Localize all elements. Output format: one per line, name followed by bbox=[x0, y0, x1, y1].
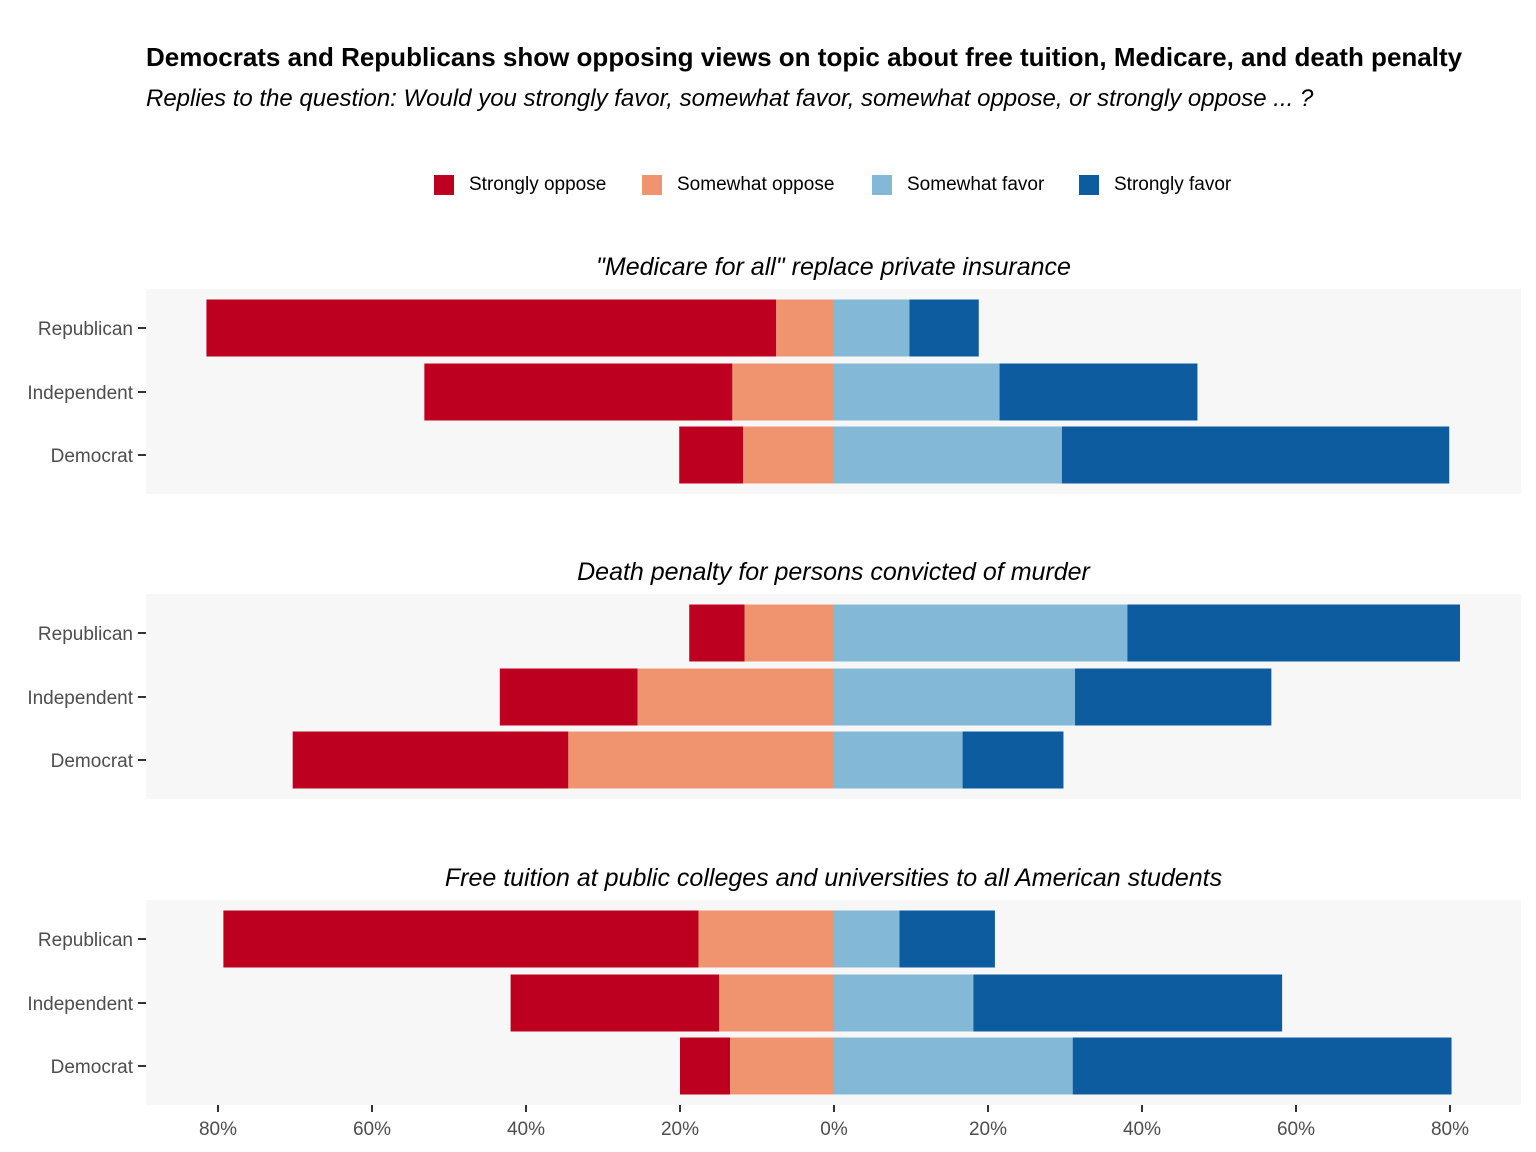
y-axis-label: Independent bbox=[27, 383, 133, 404]
bar-somewhat-favor bbox=[834, 1037, 1073, 1095]
chart-subtitle: Replies to the question: Would you stron… bbox=[146, 85, 1314, 112]
bar-somewhat-oppose bbox=[776, 299, 834, 357]
legend-label-strongly-oppose: Strongly oppose bbox=[469, 174, 607, 195]
bar-somewhat-favor bbox=[834, 604, 1128, 662]
y-axis-label: Democrat bbox=[51, 751, 134, 772]
y-axis-label: Republican bbox=[38, 319, 133, 340]
bar-somewhat-oppose bbox=[732, 363, 834, 421]
legend-swatch-somewhat-favor bbox=[871, 174, 893, 196]
bar-somewhat-favor bbox=[834, 731, 963, 789]
legend-item-somewhat-oppose: Somewhat oppose bbox=[641, 172, 834, 198]
legend-swatch-somewhat-oppose bbox=[641, 174, 663, 196]
x-axis-tick-label: 60% bbox=[353, 1119, 391, 1140]
x-axis-tick-label: 40% bbox=[1123, 1119, 1161, 1140]
legend-label-strongly-favor: Strongly favor bbox=[1114, 174, 1232, 195]
bar-strongly-oppose bbox=[223, 910, 699, 968]
bar-strongly-oppose bbox=[680, 1037, 731, 1095]
x-axis-tick-label: 60% bbox=[1277, 1119, 1315, 1140]
y-axis-label: Democrat bbox=[51, 1057, 134, 1078]
legend-item-somewhat-favor: Somewhat favor bbox=[871, 172, 1044, 198]
bar-strongly-favor bbox=[962, 731, 1064, 789]
y-axis-label: Republican bbox=[38, 930, 133, 951]
panel-title: "Medicare for all" replace private insur… bbox=[596, 253, 1071, 281]
bar-strongly-favor bbox=[999, 363, 1198, 421]
bar-strongly-favor bbox=[1075, 668, 1272, 726]
legend-swatch-strongly-favor bbox=[1078, 174, 1100, 196]
bar-strongly-favor bbox=[1061, 426, 1450, 484]
bar-strongly-oppose bbox=[206, 299, 777, 357]
bar-strongly-oppose bbox=[424, 363, 733, 421]
bar-somewhat-oppose bbox=[743, 426, 834, 484]
x-axis-tick-label: 80% bbox=[199, 1119, 237, 1140]
bar-strongly-oppose bbox=[499, 668, 638, 726]
bar-strongly-favor bbox=[1072, 1037, 1452, 1095]
bar-somewhat-oppose bbox=[744, 604, 834, 662]
legend: Strongly oppose Somewhat oppose Somewhat… bbox=[0, 172, 1536, 198]
bar-somewhat-favor bbox=[834, 363, 1000, 421]
x-axis-tick-label: 20% bbox=[661, 1119, 699, 1140]
y-axis-label: Independent bbox=[27, 994, 133, 1015]
y-axis-label: Republican bbox=[38, 624, 133, 645]
bar-strongly-favor bbox=[899, 910, 995, 968]
chart-title: Democrats and Republicans show opposing … bbox=[146, 42, 1463, 72]
legend-label-somewhat-oppose: Somewhat oppose bbox=[677, 174, 835, 195]
legend-swatch-strongly-oppose bbox=[433, 174, 455, 196]
bar-strongly-favor bbox=[973, 974, 1283, 1032]
x-axis-tick-label: 80% bbox=[1431, 1119, 1469, 1140]
bar-strongly-favor bbox=[909, 299, 979, 357]
bar-strongly-oppose bbox=[689, 604, 745, 662]
y-axis-label: Democrat bbox=[51, 446, 134, 467]
bar-somewhat-oppose bbox=[730, 1037, 834, 1095]
bar-somewhat-oppose bbox=[637, 668, 834, 726]
bar-somewhat-favor bbox=[834, 668, 1076, 726]
x-axis-tick-label: 20% bbox=[969, 1119, 1007, 1140]
bar-somewhat-favor bbox=[834, 426, 1062, 484]
bar-somewhat-favor bbox=[834, 910, 900, 968]
panel-title: Death penalty for persons convicted of m… bbox=[577, 558, 1091, 586]
x-axis-tick-label: 0% bbox=[820, 1119, 848, 1140]
bar-strongly-oppose bbox=[679, 426, 744, 484]
bar-strongly-oppose bbox=[292, 731, 569, 789]
bar-somewhat-oppose bbox=[568, 731, 834, 789]
x-axis-tick-label: 40% bbox=[507, 1119, 545, 1140]
bar-somewhat-oppose bbox=[719, 974, 834, 1032]
legend-item-strongly-oppose: Strongly oppose bbox=[433, 172, 606, 198]
bar-strongly-favor bbox=[1127, 604, 1461, 662]
bar-somewhat-oppose bbox=[698, 910, 834, 968]
legend-label-somewhat-favor: Somewhat favor bbox=[907, 174, 1045, 195]
bar-somewhat-favor bbox=[834, 974, 974, 1032]
y-axis-label: Independent bbox=[27, 688, 133, 709]
bar-somewhat-favor bbox=[834, 299, 910, 357]
panel-title: Free tuition at public colleges and univ… bbox=[445, 864, 1222, 892]
legend-item-strongly-favor: Strongly favor bbox=[1078, 172, 1231, 198]
bar-strongly-oppose bbox=[510, 974, 720, 1032]
